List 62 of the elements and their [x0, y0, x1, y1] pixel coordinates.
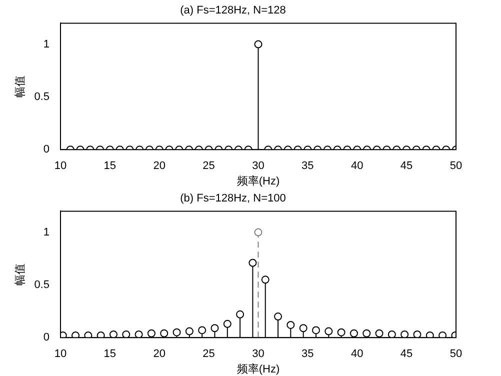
point: [299, 324, 308, 332]
y-axis-title: 幅值: [14, 263, 27, 286]
x-tick-label: 30: [252, 160, 264, 172]
x-tick-label: 10: [54, 160, 67, 172]
x-tick-label: 10: [54, 348, 67, 360]
x-tick-label: 45: [400, 348, 413, 360]
point: [413, 330, 422, 338]
point: [236, 310, 244, 318]
point: [375, 329, 384, 338]
x-tick-label: 35: [302, 160, 314, 172]
point: [312, 326, 320, 334]
point: [286, 320, 295, 329]
point: [324, 327, 333, 336]
x-tick-label: 45: [400, 160, 413, 172]
point: [185, 327, 194, 336]
x-tick-label: 40: [351, 348, 364, 360]
point: [84, 331, 92, 338]
chart-title: (b) Fs=128Hz, N=100: [180, 192, 286, 205]
point: [96, 331, 105, 338]
y-tick-label: 0.5: [34, 278, 50, 291]
x-tick-label: 25: [202, 160, 215, 172]
point: [198, 326, 206, 334]
point: [362, 329, 371, 338]
x-tick-label: 35: [302, 348, 314, 360]
point: [350, 329, 358, 338]
x-tick-label: 15: [104, 348, 116, 360]
point: [109, 330, 118, 338]
x-tick-label: 20: [153, 348, 166, 360]
point: [210, 324, 219, 332]
point: [400, 330, 409, 338]
point: [388, 330, 396, 338]
point: [248, 258, 257, 267]
point: [426, 331, 434, 338]
point: [147, 329, 156, 338]
y-tick-label: 0: [43, 332, 50, 344]
x-tick-label: 50: [450, 160, 462, 172]
point: [172, 328, 181, 336]
x-axis-title: 频率(Hz): [236, 174, 280, 188]
x-tick-label: 40: [351, 160, 364, 172]
point: [261, 276, 270, 284]
x-axis-title: 频率(Hz): [236, 362, 280, 376]
point: [122, 330, 130, 338]
y-tick-label: 0.5: [34, 90, 50, 103]
y-tick-label: 0: [43, 144, 50, 156]
x-tick-label: 15: [104, 160, 116, 172]
x-tick-label: 25: [202, 348, 215, 360]
y-tick-label: 1: [43, 226, 50, 238]
point: [438, 331, 447, 338]
y-tick-label: 1: [43, 38, 50, 50]
chart-title: (a) Fs=128Hz, N=128: [180, 4, 286, 17]
y-axis-title: 幅值: [14, 75, 27, 98]
x-tick-label: 20: [153, 160, 166, 172]
point: [160, 329, 168, 338]
point: [223, 320, 232, 328]
point: [60, 331, 67, 338]
point: [72, 331, 80, 338]
point: [337, 328, 346, 336]
x-tick-label: 30: [252, 348, 264, 360]
x-tick-label: 50: [450, 348, 462, 360]
point: [134, 330, 143, 338]
point: [254, 228, 262, 236]
point: [274, 312, 282, 321]
